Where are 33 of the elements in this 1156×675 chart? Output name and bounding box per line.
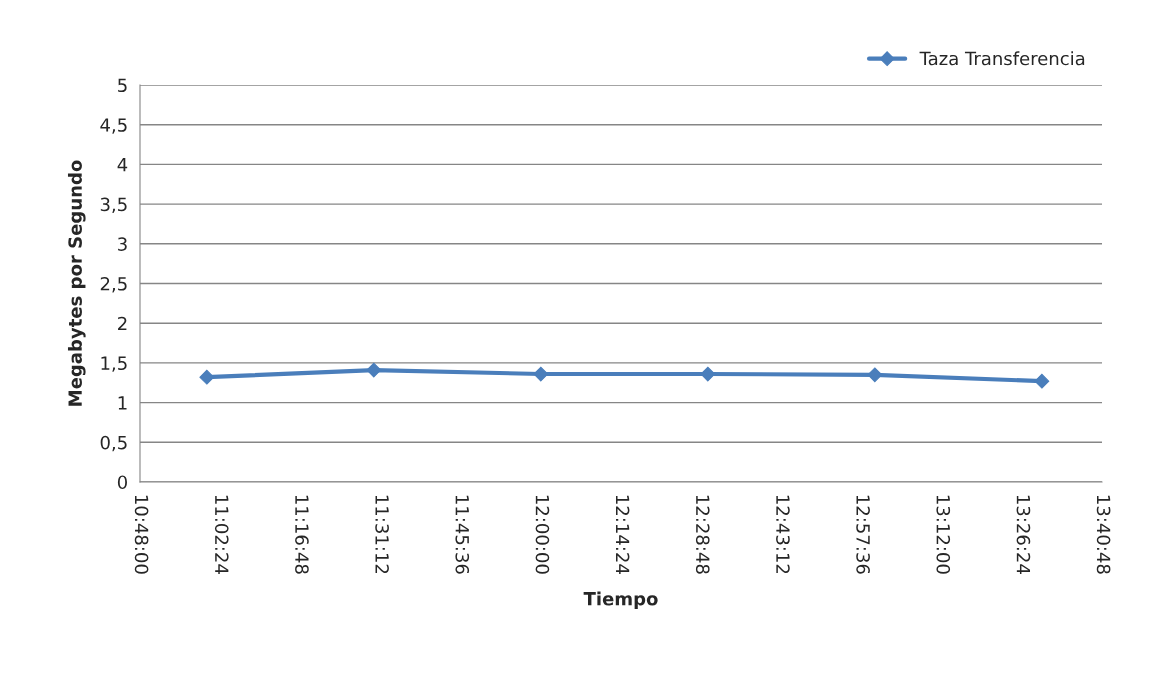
x-tick-label: 11:45:36	[455, 495, 470, 574]
x-tick-label: 12:00:00	[535, 495, 550, 574]
x-tick-label: 12:57:36	[856, 495, 870, 574]
point	[1034, 373, 1050, 389]
x-tick-label: 13:40:48	[1096, 495, 1111, 574]
y-tick-label: 2	[118, 316, 127, 331]
y-tick-label: 1,5	[101, 356, 127, 372]
x-tick-label: 11:31:12	[375, 495, 389, 574]
x-tick-label: 11:02:24	[214, 495, 229, 574]
x-tick-label: 13:12:00	[936, 495, 951, 574]
point	[700, 366, 716, 382]
y-tick-label: 5	[118, 78, 127, 93]
x-tick-label: 10:48:00	[134, 495, 149, 574]
x-tick-label: 12:43:12	[776, 495, 790, 574]
x-tick-label: 13:26:24	[1016, 495, 1031, 574]
y-tick-label: 3	[118, 237, 127, 251]
x-tick-label: 12:28:48	[695, 495, 710, 574]
y-axis-title: Megabytes por Segundo	[67, 160, 86, 406]
y-tick-label: 2,5	[100, 276, 127, 293]
y-tick-label: 4	[117, 158, 128, 172]
point	[199, 369, 215, 385]
x-tick-label: 11:16:48	[295, 495, 309, 574]
y-tick-label: 4,5	[100, 118, 127, 134]
y-tick-label: 0	[117, 475, 127, 490]
point	[867, 367, 883, 383]
y-tick-label: 1	[118, 396, 127, 410]
point	[366, 362, 382, 378]
x-axis-title: Tiempo	[583, 591, 658, 610]
y-tick-label: 0,5	[100, 435, 127, 452]
point	[533, 366, 549, 382]
x-tick-label: 12:14:24	[616, 495, 630, 574]
legend-label: Taza Transferencia	[919, 51, 1085, 66]
y-tick-label: 3,5	[100, 197, 127, 214]
